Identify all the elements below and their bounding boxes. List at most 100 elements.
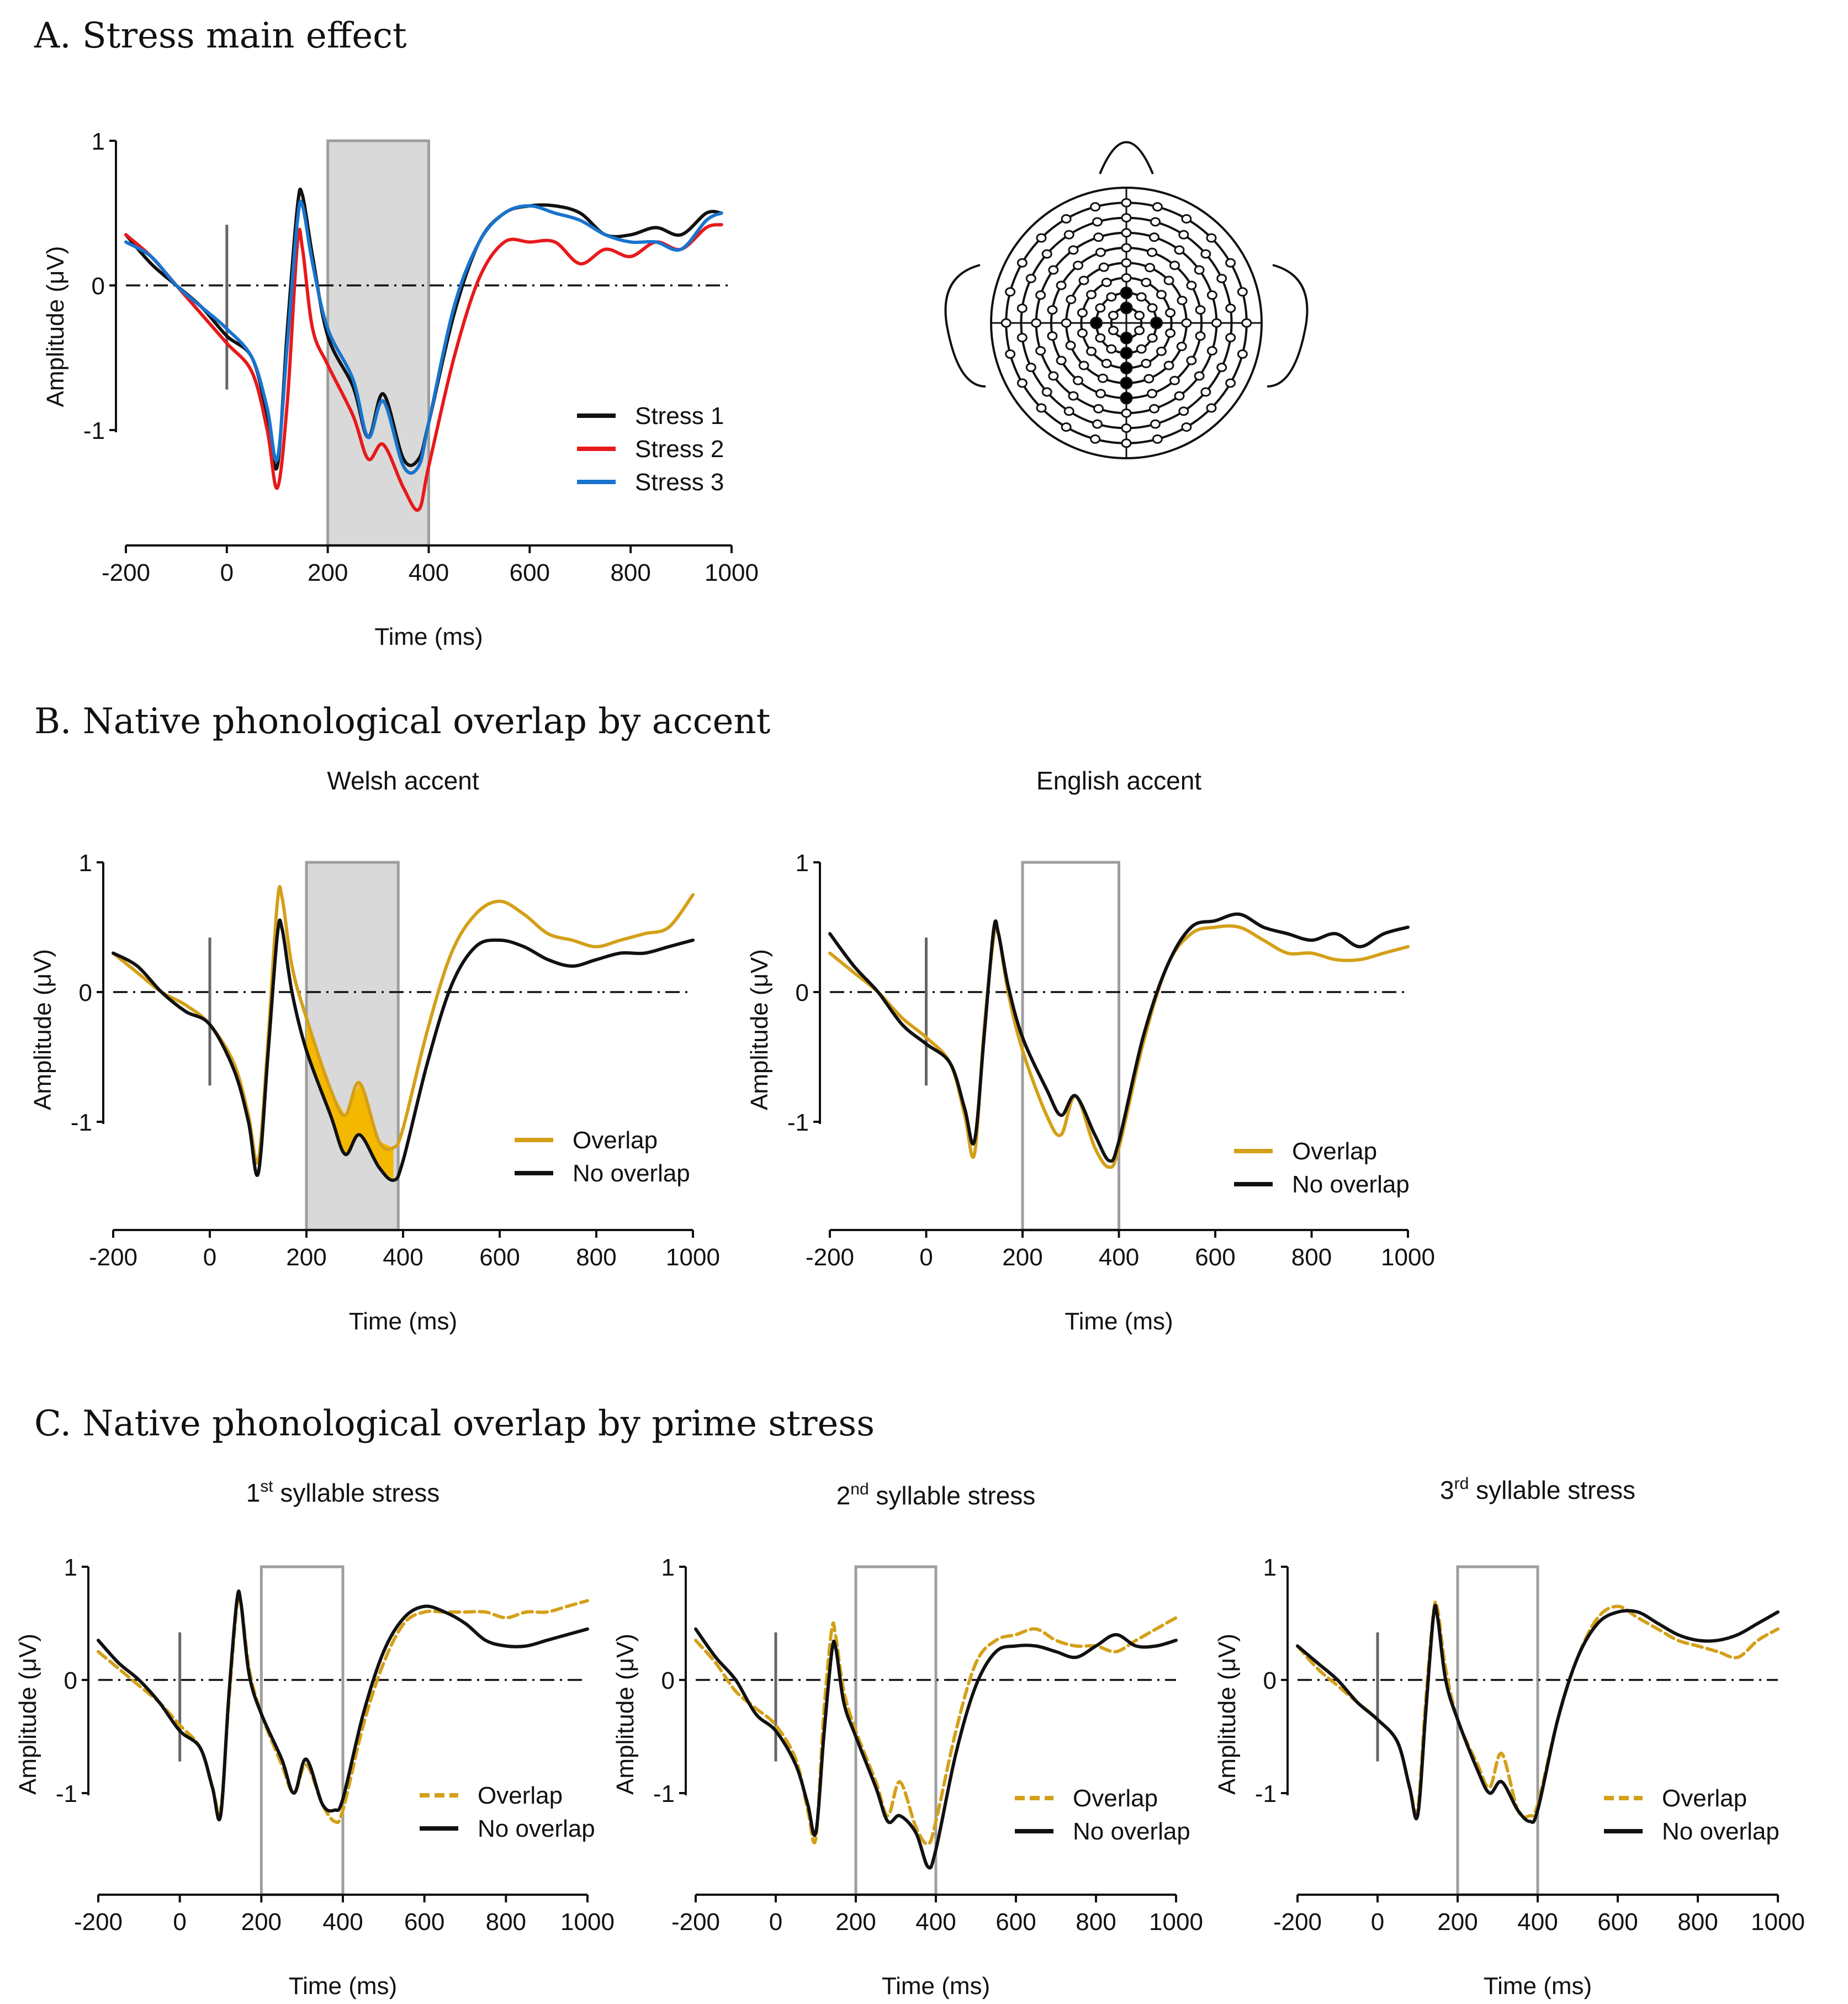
electrode [1108,326,1119,336]
electrode-highlighted [1120,391,1133,405]
electrode [1077,308,1088,318]
chart-legend: Overlap No overlap [1604,1785,1780,1845]
y-tick-label: -1 [653,1780,675,1807]
legend-label: Overlap [1292,1138,1377,1165]
analysis-window [854,1565,938,1896]
x-tick-label: 0 [769,1908,782,1936]
electrode [1101,358,1112,368]
electrode [1181,318,1192,328]
electrode [1068,245,1079,255]
electrode [1093,232,1104,242]
third-syllable-stress-chart: 1 0 -1 -200 0 200 400 600 800 1000 Time (ms) Amplit… [1214,1475,1805,2000]
chart-subtitle: 2nd syllable stress [836,1480,1036,1510]
electrode [1106,344,1117,354]
y-tick-label: 0 [796,979,809,1006]
electrode [1025,363,1036,373]
electrode [1031,318,1042,328]
electrode [1152,434,1163,444]
x-tick-label: -200 [806,1244,854,1271]
electrode [1200,249,1211,259]
electrode [1200,387,1211,397]
right-ear-outline [1267,264,1309,388]
x-tick-label: 600 [479,1244,520,1271]
x-tick-label: 1000 [1381,1244,1435,1271]
electrode [1177,295,1188,305]
electrode [1092,217,1103,227]
y-tick-label: -1 [83,417,105,444]
electrode [1195,331,1206,341]
electrode [1086,290,1097,300]
analysis-window [260,1565,345,1896]
x-tick-label: 800 [1076,1908,1116,1936]
x-tick-label: 600 [510,559,550,586]
electrode [1016,333,1028,343]
y-axis-label: Amplitude (μV) [1214,1634,1241,1795]
y-tick-label: 0 [79,979,92,1006]
x-tick-label: 400 [409,559,449,586]
y-tick-label: 0 [661,1667,675,1694]
series-line-stress-2 [124,223,723,512]
electrode [1181,214,1192,224]
x-tick-label: 200 [1437,1908,1478,1936]
electrode [1048,371,1059,381]
electrode [1143,374,1155,384]
y-tick-label: 0 [1263,1667,1277,1694]
y-tick-label: -1 [56,1780,77,1807]
electrode-highlighted [1120,346,1133,359]
electrode [1063,230,1074,240]
electrode-highlighted [1120,301,1133,315]
electrode [1186,356,1197,365]
electrode [1000,318,1012,328]
electrode [1145,263,1156,273]
y-tick-label: -1 [787,1109,809,1136]
electrode [1194,265,1205,275]
electrode [1147,247,1158,257]
analysis-window [326,139,431,547]
electrode [1061,214,1072,224]
first-syllable-stress-chart: 1 0 -1 -200 0 200 400 600 800 1000 Time (ms) Amplit… [14,1477,615,2000]
y-tick-label: 1 [1263,1554,1277,1581]
y-tick-label: 1 [796,850,809,877]
x-tick-label: 200 [1002,1244,1042,1271]
electrode [1066,294,1077,304]
analysis-window [1021,861,1120,1232]
electrode [1047,331,1058,341]
electrode [1134,326,1145,336]
electrode [1056,356,1067,365]
electrode [1093,404,1104,413]
electrode [1216,363,1227,373]
electrode-highlighted [1120,331,1133,344]
legend-label: No overlap [478,1815,595,1842]
electrode [1035,346,1046,356]
y-axis-label: Amplitude (μV) [746,949,773,1110]
chart-legend: Overlap No overlap [515,1127,690,1187]
electrode [1148,232,1159,242]
electrode [1136,344,1147,354]
legend-label: Stress 3 [635,469,724,496]
electrode [1237,349,1248,359]
panel-a-title: A. Stress main effect [34,15,407,56]
electrode-highlighted [1150,316,1163,330]
y-tick-label: 1 [661,1554,675,1581]
electrode-head-map [944,141,1309,459]
x-tick-label: 1000 [1149,1908,1203,1936]
x-tick-label: -200 [102,559,150,586]
chart-subtitle: 1st syllable stress [246,1477,440,1507]
electrode [1178,230,1189,240]
y-tick-label: 1 [64,1554,77,1581]
stress-main-effect-chart: 1 0 -1 -200 0 200 400 600 800 1000 Time (ms) Amplit… [42,128,759,650]
x-tick-label: 200 [286,1244,326,1271]
legend-label: No overlap [573,1160,690,1187]
chart-subtitle: English accent [1036,766,1201,795]
electrode-highlighted [1120,287,1133,300]
electrode [1225,258,1236,268]
x-tick-label: 0 [919,1244,933,1271]
electrode [1134,310,1145,320]
electrode [1073,261,1084,271]
electrode [1025,273,1036,283]
electrode [1048,265,1059,275]
y-tick-label: 0 [92,273,105,300]
electrode [1092,419,1103,429]
electrode-highlighted [1090,316,1103,330]
y-axis-label: Amplitude (μV) [42,246,69,407]
